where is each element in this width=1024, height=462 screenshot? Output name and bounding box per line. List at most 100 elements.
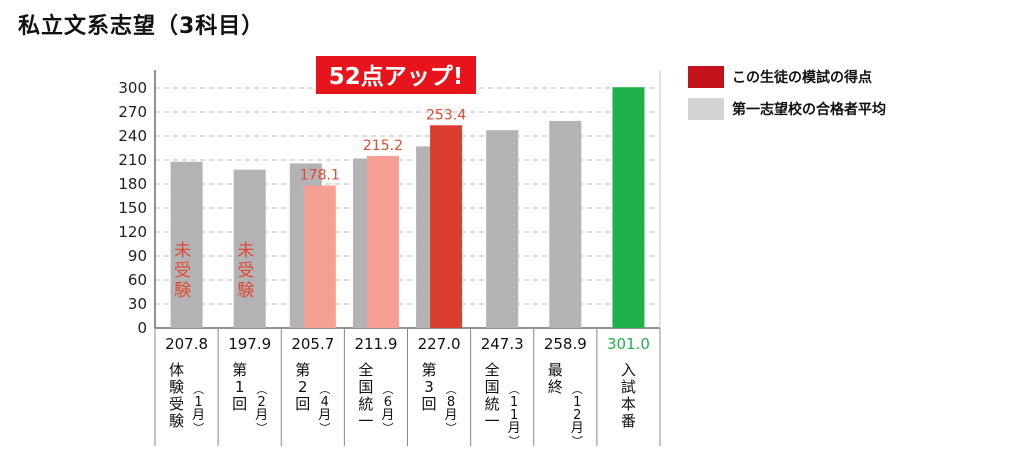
bar-student-score: [303, 185, 336, 328]
category-sublabel: ︵: [446, 383, 457, 396]
x-value-label: 301.0: [607, 335, 650, 353]
category-sublabel: ︶: [509, 435, 520, 448]
bar-student-score: [430, 125, 463, 328]
category-sublabel: 8: [447, 395, 455, 410]
category-label: 国: [485, 378, 500, 396]
legend-item-average: 第一志望校の合格者平均: [688, 96, 886, 122]
legend-swatch-student: [688, 66, 724, 88]
category-label: 受: [169, 395, 184, 413]
bar-average: [486, 130, 519, 328]
chart-title: 私立文系志望（3科目）: [18, 14, 265, 39]
y-tick-label: 270: [118, 103, 147, 121]
category-label: 回: [422, 395, 437, 413]
bar-average: [233, 169, 266, 328]
category-sublabel: 月: [508, 421, 521, 436]
category-sublabel: 1: [194, 395, 202, 410]
category-sublabel: 4: [321, 395, 329, 410]
x-value-label: 258.9: [544, 335, 587, 353]
category-label: 2: [298, 378, 308, 396]
category-sublabel: ︵: [382, 383, 393, 396]
category-label: 験: [169, 378, 184, 396]
category-label: 第: [295, 361, 310, 379]
bar-student-score: [366, 155, 399, 328]
category-label: 終: [548, 378, 563, 396]
not-taken-label: 受: [237, 261, 254, 281]
category-sublabel: ︵: [509, 383, 520, 396]
category-label: 統: [485, 395, 500, 413]
category-label: 回: [295, 395, 310, 413]
category-sublabel: 2: [573, 408, 581, 423]
category-label: 一: [358, 412, 373, 430]
x-value-label: 247.3: [481, 335, 524, 353]
legend-label-student: この生徒の模試の得点: [732, 70, 872, 86]
y-tick-label: 0: [137, 319, 147, 337]
category-sublabel: ︶: [193, 422, 204, 435]
category-sublabel: 月: [255, 408, 268, 423]
category-label: 1: [235, 378, 245, 396]
not-taken-label: 受: [174, 261, 191, 281]
category-sublabel: 1: [510, 395, 518, 410]
category-label: 国: [358, 378, 373, 396]
y-tick-label: 30: [128, 295, 147, 313]
category-label: 第: [232, 361, 247, 379]
category-label: 全: [485, 361, 500, 379]
category-label: 入: [621, 361, 636, 379]
bar-average: [549, 120, 582, 328]
y-tick-label: 150: [118, 199, 147, 217]
bar-average: [170, 161, 203, 328]
category-sublabel: 月: [192, 408, 205, 423]
category-label: 験: [169, 412, 184, 430]
x-value-label: 211.9: [354, 335, 397, 353]
category-sublabel: ︶: [572, 435, 583, 448]
category-sublabel: 6: [384, 395, 392, 410]
y-tick-label: 60: [128, 271, 147, 289]
y-tick-label: 240: [118, 127, 147, 145]
student-score-label: 215.2: [363, 138, 403, 154]
category-sublabel: ︵: [572, 383, 583, 396]
category-label: 試: [621, 378, 636, 396]
legend: この生徒の模試の得点 第一志望校の合格者平均: [688, 64, 886, 128]
category-sublabel: 月: [318, 408, 331, 423]
y-tick-label: 180: [118, 175, 147, 193]
not-taken-label: 未: [237, 241, 254, 261]
category-label: 第: [422, 361, 437, 379]
x-value-label: 197.9: [228, 335, 271, 353]
y-tick-label: 300: [118, 79, 147, 97]
category-label: 回: [232, 395, 247, 413]
legend-swatch-average: [688, 98, 724, 120]
legend-label-average: 第一志望校の合格者平均: [732, 102, 886, 118]
bar-final-exam: [612, 87, 645, 328]
category-sublabel: ︵: [319, 383, 330, 396]
category-label: 最: [548, 361, 563, 379]
x-value-label: 227.0: [418, 335, 461, 353]
y-tick-label: 120: [118, 223, 147, 241]
not-taken-label: 未: [174, 241, 191, 261]
category-label: 体: [169, 361, 184, 379]
category-label: 全: [358, 361, 373, 379]
score-up-badge: [316, 56, 476, 94]
category-sublabel: 月: [445, 408, 458, 423]
y-tick-label: 210: [118, 151, 147, 169]
category-sublabel: ︶: [446, 422, 457, 435]
category-sublabel: ︵: [256, 383, 267, 396]
category-sublabel: ︶: [256, 422, 267, 435]
category-label: 番: [621, 412, 636, 430]
student-score-label: 178.1: [300, 168, 340, 184]
category-sublabel: 2: [258, 395, 266, 410]
student-score-label: 253.4: [426, 107, 466, 123]
category-sublabel: 1: [573, 395, 581, 410]
category-sublabel: ︵: [193, 383, 204, 396]
category-label: 統: [358, 395, 373, 413]
not-taken-label: 験: [174, 281, 191, 301]
category-sublabel: ︶: [382, 422, 393, 435]
y-tick-label: 90: [128, 247, 147, 265]
category-sublabel: ︶: [319, 422, 330, 435]
category-sublabel: 月: [381, 408, 394, 423]
category-sublabel: 月: [571, 421, 584, 436]
category-label: 一: [485, 412, 500, 430]
category-sublabel: 1: [510, 408, 518, 423]
x-value-label: 205.7: [291, 335, 334, 353]
score-up-badge-label: 52点アップ!: [329, 64, 464, 90]
legend-item-student: この生徒の模試の得点: [688, 64, 886, 90]
